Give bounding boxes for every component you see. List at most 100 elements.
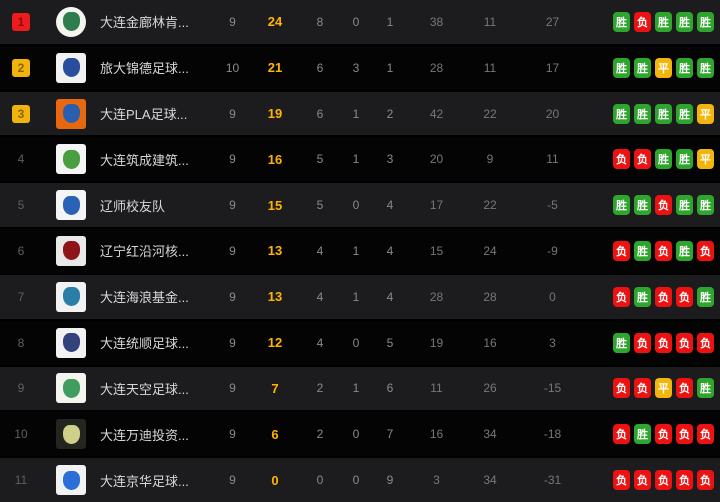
goals-for: 3 — [433, 473, 440, 488]
points: 0 — [271, 472, 279, 488]
wins: 2 — [316, 381, 324, 396]
table-row[interactable]: 8 大连统顺足球... 9 12 4 0 5 19 16 3 胜负负负负 — [0, 320, 720, 367]
wins: 4 — [316, 335, 324, 350]
wins: 6 — [316, 60, 324, 75]
form-win-badge: 胜 — [697, 286, 714, 307]
form-badges: 负负胜胜平 — [590, 149, 720, 170]
table-row[interactable]: 11 大连京华足球... 9 0 0 0 9 3 34 -31 负负负负负 — [0, 458, 720, 502]
wins: 4 — [316, 289, 324, 304]
form-loss-badge: 负 — [613, 424, 630, 445]
table-row[interactable]: 5 辽师校友队 9 15 5 0 4 17 22 -5 胜胜负胜胜 — [0, 183, 720, 230]
points: 12 — [267, 335, 283, 351]
losses: 9 — [386, 473, 394, 488]
form-win-badge: 胜 — [697, 195, 714, 216]
rank-badge: 2 — [0, 58, 42, 77]
losses: 6 — [386, 381, 394, 396]
goals-for: 19 — [429, 335, 444, 350]
form-badges: 胜胜平胜胜 — [590, 57, 720, 78]
table-row[interactable]: 10 大连万迪投资... 9 6 2 0 7 16 34 -18 负胜负负负 — [0, 412, 720, 459]
form-loss-badge: 负 — [676, 378, 693, 399]
points: 24 — [267, 14, 283, 30]
table-row[interactable]: 7 大连海浪基金... 9 13 4 1 4 28 28 0 负胜负负胜 — [0, 274, 720, 321]
goals-for: 17 — [429, 198, 444, 213]
form-win-badge: 胜 — [634, 424, 651, 445]
goal-difference: 3 — [549, 335, 556, 350]
points: 13 — [267, 289, 283, 305]
team-logo-icon — [56, 419, 86, 450]
form-win-badge: 胜 — [655, 149, 672, 170]
games-played: 10 — [225, 60, 240, 75]
team-crest-icon — [62, 424, 80, 444]
draws: 1 — [352, 289, 360, 304]
form-loss-badge: 负 — [676, 286, 693, 307]
form-loss-badge: 负 — [613, 470, 630, 491]
wins: 2 — [316, 427, 324, 442]
form-win-badge: 胜 — [613, 11, 630, 32]
points: 7 — [271, 380, 279, 396]
team-logo-icon — [56, 52, 86, 83]
goals-against: 16 — [483, 335, 497, 350]
team-name: 大连统顺足球... — [100, 336, 189, 352]
form-draw-badge: 平 — [655, 57, 672, 78]
team-crest-icon — [62, 378, 80, 398]
form-win-badge: 胜 — [634, 57, 651, 78]
form-badges: 负负负负负 — [590, 470, 720, 491]
form-draw-badge: 平 — [697, 149, 714, 170]
form-loss-badge: 负 — [613, 378, 630, 399]
form-win-badge: 胜 — [655, 103, 672, 124]
form-loss-badge: 负 — [613, 149, 630, 170]
form-loss-badge: 负 — [676, 332, 693, 353]
table-row[interactable]: 4 大连筑成建筑... 9 16 5 1 3 20 9 11 负负胜胜平 — [0, 137, 720, 184]
games-played: 9 — [229, 198, 236, 213]
draws: 0 — [352, 335, 360, 350]
team-crest-icon — [62, 287, 80, 307]
goals-against: 24 — [483, 243, 497, 258]
wins: 6 — [316, 106, 324, 121]
team-logo-icon — [56, 6, 86, 37]
wins: 5 — [316, 198, 324, 213]
table-row[interactable]: 6 辽宁红沿河核... 9 13 4 1 4 15 24 -9 负胜负胜负 — [0, 229, 720, 275]
team-name: 辽宁红沿河核... — [100, 244, 189, 260]
form-win-badge: 胜 — [697, 57, 714, 78]
table-row[interactable]: 2 旅大锦德足球... 10 21 6 3 1 28 11 17 胜胜平胜胜 — [0, 45, 720, 92]
form-win-badge: 胜 — [676, 240, 693, 261]
team-name: 大连金廊林肯... — [100, 15, 189, 31]
games-played: 9 — [229, 152, 236, 167]
form-loss-badge: 负 — [697, 470, 714, 491]
team-logo-icon — [56, 144, 86, 175]
form-win-badge: 胜 — [613, 195, 630, 216]
form-win-badge: 胜 — [697, 11, 714, 32]
form-draw-badge: 平 — [655, 378, 672, 399]
team-crest-icon — [62, 12, 80, 32]
rank-badge: 4 — [17, 152, 25, 167]
wins: 0 — [316, 473, 324, 488]
form-win-badge: 胜 — [634, 286, 651, 307]
losses: 4 — [386, 198, 394, 213]
form-loss-badge: 负 — [655, 240, 672, 261]
games-played: 9 — [229, 335, 236, 350]
goal-difference: -5 — [547, 198, 558, 213]
table-row[interactable]: 9 大连天空足球... 9 7 2 1 6 11 26 -15 负负平负胜 — [0, 366, 720, 413]
goals-for: 42 — [429, 106, 444, 121]
goals-against: 28 — [483, 289, 497, 304]
goals-for: 38 — [429, 14, 444, 29]
losses: 3 — [386, 152, 394, 167]
losses: 7 — [386, 427, 394, 442]
team-name: 旅大锦德足球... — [100, 61, 189, 77]
team-crest-icon — [62, 470, 80, 490]
form-win-badge: 胜 — [613, 103, 630, 124]
table-row[interactable]: 1 大连金廊林肯... 9 24 8 0 1 38 11 27 胜负胜胜胜 — [0, 0, 720, 46]
team-name: 大连PLA足球... — [100, 107, 188, 123]
goals-against: 22 — [483, 198, 497, 213]
games-played: 9 — [229, 14, 236, 29]
form-badges: 胜负负负负 — [590, 332, 720, 353]
form-win-badge: 胜 — [697, 378, 714, 399]
goal-difference: 20 — [545, 106, 560, 121]
team-name: 大连京华足球... — [100, 473, 189, 489]
form-loss-badge: 负 — [676, 424, 693, 445]
form-loss-badge: 负 — [655, 195, 672, 216]
team-crest-icon — [62, 104, 80, 124]
points: 13 — [267, 243, 283, 259]
team-logo-icon — [56, 281, 86, 312]
table-row[interactable]: 3 大连PLA足球... 9 19 6 1 2 42 22 20 胜胜胜胜平 — [0, 91, 720, 138]
